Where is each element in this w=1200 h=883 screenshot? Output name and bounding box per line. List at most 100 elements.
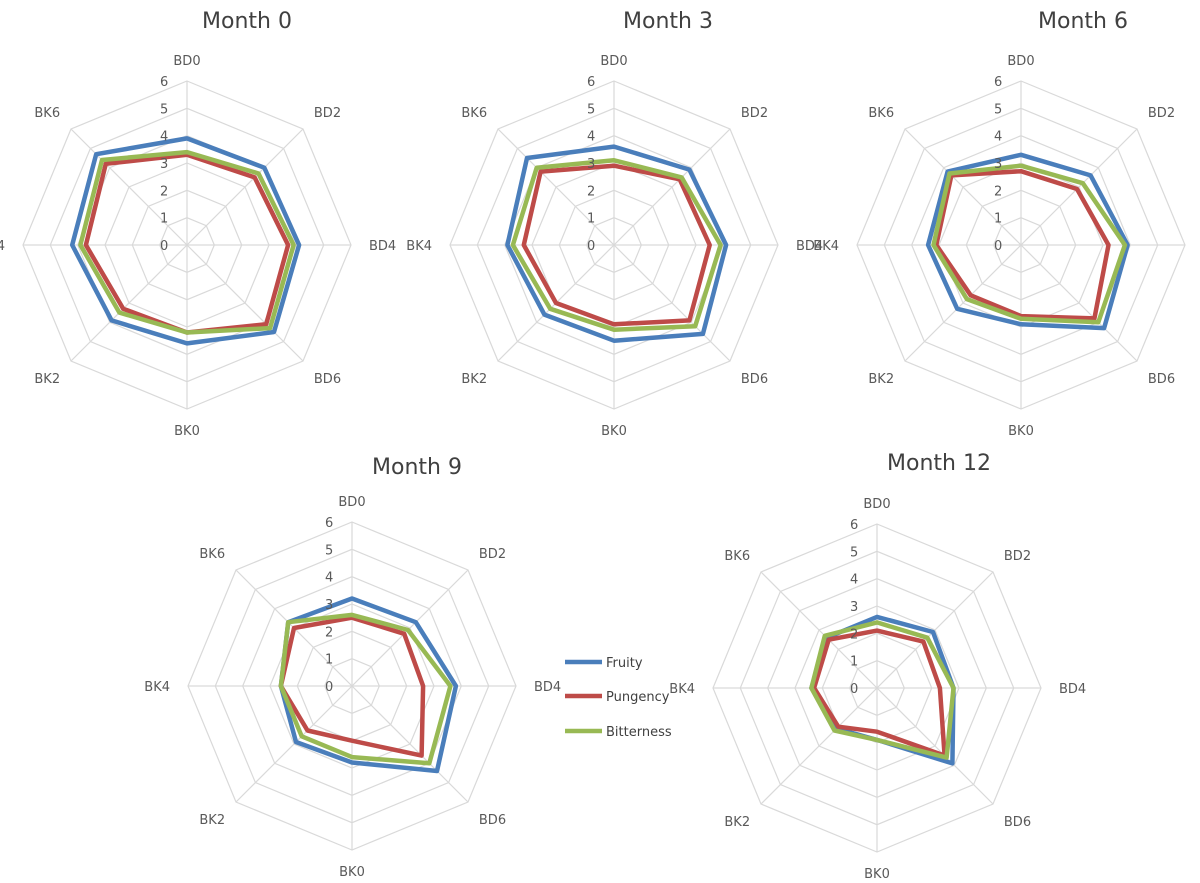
radar-month-6: Month 60123456BD0BD2BD4BD6BK0BK2BK4BK6 [813, 9, 1186, 439]
tick-label: 4 [160, 130, 168, 145]
axis-label-bd4: BD4 [796, 239, 823, 254]
axis-label-bd4: BD4 [1059, 682, 1086, 697]
tick-label: 1 [587, 212, 595, 227]
tick-label: 5 [850, 545, 858, 560]
axis-spoke [186, 244, 304, 362]
axis-label-bk0: BK0 [601, 424, 627, 439]
series-pungency [811, 628, 947, 758]
axis-label-bk4: BK4 [406, 239, 432, 254]
axis-label-bk2: BK2 [724, 815, 750, 830]
axis-label-bk2: BK2 [34, 372, 60, 387]
tick-label: 3 [325, 598, 333, 613]
tick-label: 2 [994, 184, 1002, 199]
tick-label: 0 [160, 239, 168, 254]
axis-label-bk6: BK6 [34, 106, 60, 121]
tick-label: 2 [325, 625, 333, 640]
series-bitterness [278, 612, 453, 766]
axis-spoke [876, 687, 994, 805]
legend: Fruity Pungency Bitterness [565, 656, 672, 740]
legend-label-fruity: Fruity [606, 656, 643, 671]
series-pungency [521, 163, 712, 327]
axis-spoke [351, 685, 469, 803]
series-pungency [278, 615, 426, 758]
chart-title: Month 6 [1038, 9, 1128, 34]
axis-label-bd0: BD0 [338, 495, 365, 510]
chart-title: Month 9 [372, 455, 462, 480]
tick-label: 0 [994, 239, 1002, 254]
series-bitterness [809, 620, 956, 760]
axis-spoke [876, 571, 994, 689]
tick-label: 3 [994, 157, 1002, 172]
tick-label: 5 [587, 102, 595, 117]
axis-spoke [351, 569, 469, 687]
tick-label: 0 [850, 682, 858, 697]
tick-label: 2 [587, 184, 595, 199]
axis-label-bk6: BK6 [724, 549, 750, 564]
axis-label-bd2: BD2 [479, 547, 506, 562]
axis-spoke [1020, 244, 1138, 362]
axis-spoke [186, 128, 304, 246]
legend-label-bitterness: Bitterness [606, 725, 672, 740]
axis-label-bk4: BK4 [0, 239, 5, 254]
axis-label-bk2: BK2 [868, 372, 894, 387]
axis-label-bk6: BK6 [461, 106, 487, 121]
charts-layer: Month 0 0 1 2 3 4 5 6 BD0 BD2 BD4 BD6 BK0 BK2 BK4 BK6 Mo… [0, 9, 1186, 882]
axis-spoke [70, 244, 188, 362]
tick-label: 1 [160, 212, 168, 227]
series-fruity [925, 152, 1130, 331]
tick-label: 4 [850, 573, 858, 588]
tick-label: 1 [994, 212, 1002, 227]
axis-spoke [70, 128, 188, 246]
axis-label-bd2: BD2 [1148, 106, 1175, 121]
axis-label-bd6: BD6 [479, 813, 506, 828]
tick-label: 3 [160, 157, 168, 172]
axis-spoke [904, 244, 1022, 362]
axis-label-bk0: BK0 [1008, 424, 1034, 439]
axis-spoke [613, 244, 731, 362]
axis-label-bd6: BD6 [1148, 372, 1175, 387]
chart-title: Month 0 [202, 9, 292, 34]
tick-label: 5 [325, 543, 333, 558]
tick-label: 1 [850, 655, 858, 670]
tick-label: 4 [325, 571, 333, 586]
axis-label-bk2: BK2 [461, 372, 487, 387]
axis-label-bk4: BK4 [813, 239, 839, 254]
legend-label-pungency: Pungency [606, 690, 670, 705]
axis-label-bd0: BD0 [173, 54, 200, 69]
series-bitterness [78, 149, 296, 335]
axis-spoke [235, 685, 353, 803]
axis-label-bd4: BD4 [534, 680, 561, 695]
tick-label: 5 [160, 102, 168, 117]
tick-label: 4 [587, 130, 595, 145]
axis-label-bd4: BD4 [369, 239, 396, 254]
axis-label-bk0: BK0 [864, 867, 890, 882]
axis-label-bk6: BK6 [199, 547, 225, 562]
tick-label: 2 [160, 184, 168, 199]
tick-label: 3 [587, 157, 595, 172]
chart-title: Month 12 [887, 451, 991, 476]
axis-label-bd6: BD6 [314, 372, 341, 387]
axis-label-bd6: BD6 [1004, 815, 1031, 830]
axis-label-bd2: BD2 [1004, 549, 1031, 564]
axis-spoke [613, 128, 731, 246]
tick-label: 5 [994, 102, 1002, 117]
series-fruity [505, 144, 729, 343]
axis-label-bd2: BD2 [741, 106, 768, 121]
series-pungency [934, 168, 1111, 321]
chart-title: Month 3 [623, 9, 713, 34]
axis-spoke [904, 128, 1022, 246]
series-bitterness [510, 158, 723, 332]
axis-label-bk0: BK0 [174, 424, 200, 439]
tick-label: 6 [160, 75, 168, 90]
axis-label-bd0: BD0 [1007, 54, 1034, 69]
series-fruity [69, 136, 302, 346]
axis-label-bd2: BD2 [314, 106, 341, 121]
tick-label: 4 [994, 130, 1002, 145]
tick-label: 1 [325, 653, 333, 668]
axis-label-bk0: BK0 [339, 865, 365, 880]
radar-month-9: Month 9 0 1 2 3 4 5 6 BD0 BD2 BD4 BD6 BK0 BK2 BK4 BK6 [144, 455, 561, 880]
tick-label: 6 [850, 518, 858, 533]
axis-spoke [1020, 128, 1138, 246]
axis-label-bk4: BK4 [144, 680, 170, 695]
